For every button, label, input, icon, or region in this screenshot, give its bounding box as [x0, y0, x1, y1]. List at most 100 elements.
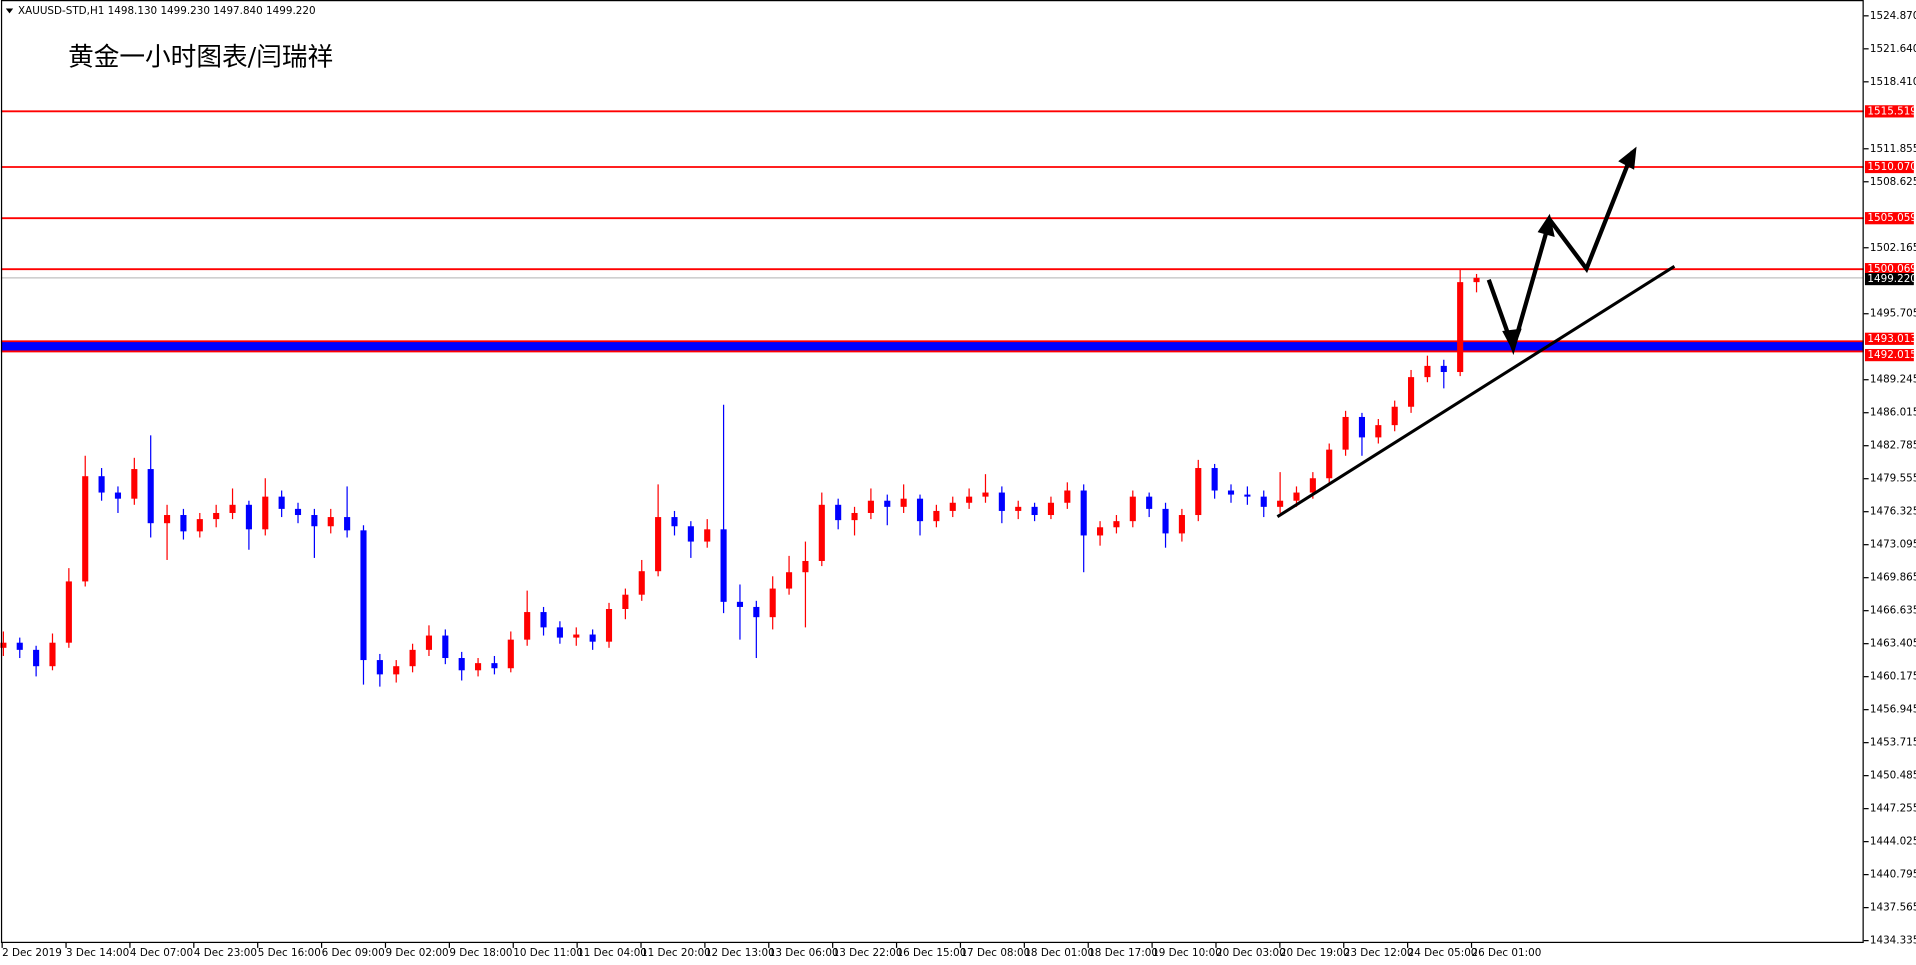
x-tick-label: 5 Dec 16:00 [258, 947, 321, 959]
y-tick-label: 1518.410 [1870, 76, 1916, 88]
candle-body [982, 492, 989, 497]
candle-body [147, 469, 154, 524]
y-tick-label: 1486.015 [1870, 407, 1916, 419]
x-tick-label: 3 Dec 14:00 [66, 947, 129, 959]
candle-body [458, 658, 465, 671]
x-tick-label: 9 Dec 18:00 [449, 947, 512, 959]
candle-body [1064, 490, 1071, 503]
x-tick-label: 11 Dec 20:00 [641, 947, 711, 959]
candle-body [851, 512, 858, 521]
y-tick-label: 1473.095 [1870, 539, 1916, 551]
candle-body [114, 492, 122, 499]
y-tick-label: 1466.635 [1870, 605, 1916, 617]
candle-body [704, 529, 711, 542]
candle-body [229, 504, 236, 513]
candle-body [294, 508, 302, 516]
candle-body [1342, 416, 1349, 450]
candle-body [1260, 496, 1267, 507]
y-tick-label: 1437.565 [1870, 902, 1916, 914]
candle-body [1424, 365, 1431, 378]
candle-body [33, 649, 40, 667]
y-tick-label: 1447.255 [1870, 803, 1916, 815]
candle-body [311, 515, 318, 527]
candle-body [687, 526, 694, 542]
x-tick-label: 12 Dec 13:00 [705, 947, 775, 959]
menu-icon[interactable] [5, 8, 14, 14]
candle-body [16, 642, 23, 650]
candle-body [524, 612, 531, 640]
candle-body [900, 498, 907, 507]
x-tick-label: 20 Dec 03:00 [1216, 947, 1286, 959]
candle-body [1244, 494, 1251, 497]
trend-line [1276, 264, 1676, 518]
y-tick-label: 1463.405 [1870, 638, 1916, 650]
candle-body [1277, 500, 1284, 507]
candle-body [1473, 277, 1480, 283]
x-tick-label: 13 Dec 22:00 [833, 947, 903, 959]
candle-body [1162, 508, 1169, 534]
x-tick-label: 4 Dec 23:00 [194, 947, 257, 959]
chart-header: XAUUSD-STD,H1 1498.130 1499.230 1497.840… [18, 5, 316, 17]
level-label: 1493.013 [1867, 333, 1916, 345]
x-tick-label: 19 Dec 10:00 [1152, 947, 1222, 959]
y-tick-label: 1476.325 [1870, 506, 1916, 518]
candle-body [867, 500, 874, 513]
y-tick-label: 1456.945 [1870, 704, 1916, 716]
x-tick-label: 2 Dec 2019 [2, 947, 62, 959]
y-tick-label: 1511.855 [1870, 143, 1916, 155]
candle-body [1080, 490, 1087, 536]
y-tick-label: 1502.165 [1870, 242, 1916, 254]
candle-body [1457, 282, 1464, 373]
price-label: 1499.220 [1867, 273, 1916, 285]
y-tick-label: 1479.555 [1870, 473, 1916, 485]
level-label: 1515.519 [1867, 105, 1916, 117]
candle-body [1227, 490, 1235, 495]
plot-frame [0, 0, 1864, 944]
candle-body [998, 492, 1005, 511]
level-label-box [1864, 105, 1914, 118]
candle-body [1293, 492, 1300, 501]
candle-body [605, 608, 613, 642]
candle-body [1309, 478, 1316, 493]
price-label-box [1864, 272, 1914, 286]
x-tick-label: 20 Dec 19:00 [1280, 947, 1350, 959]
x-tick-label: 11 Dec 04:00 [577, 947, 647, 959]
level-label: 1510.070 [1867, 161, 1916, 173]
candle-body [540, 612, 547, 628]
candle-body [131, 469, 138, 499]
x-tick-label: 26 Dec 01:00 [1472, 947, 1542, 959]
x-tick-label: 24 Dec 05:00 [1408, 947, 1478, 959]
y-tick-label: 1434.335 [1870, 935, 1916, 947]
candle-body [1146, 496, 1153, 509]
candle-body [475, 663, 482, 671]
candle-body [327, 517, 334, 527]
candle-body [884, 500, 891, 507]
candle-body [949, 502, 956, 511]
candle-body [1358, 416, 1366, 438]
x-tick-label: 9 Dec 02:00 [385, 947, 448, 959]
candle-body [0, 642, 7, 648]
x-tick-label: 4 Dec 07:00 [130, 947, 193, 959]
candle-body [409, 649, 416, 667]
x-tick-label: 18 Dec 01:00 [1024, 947, 1094, 959]
candle-body [835, 504, 842, 521]
candle-body [507, 639, 514, 669]
arrow-heads [1502, 146, 1637, 352]
candle-body [1113, 521, 1120, 528]
candle-body [344, 517, 351, 531]
x-tick-label: 6 Dec 09:00 [322, 947, 385, 959]
chart-title: 黄金一小时图表/闫瑞祥 [68, 43, 333, 73]
candle-body [1015, 506, 1022, 511]
candle-body [916, 498, 924, 522]
candle-body [786, 572, 793, 589]
candle-body [589, 634, 596, 642]
y-tick-label: 1521.640 [1870, 43, 1916, 55]
candle-body [82, 476, 89, 582]
y-tick-label: 1453.715 [1870, 737, 1916, 749]
y-tick-label: 1450.485 [1870, 770, 1916, 782]
candle-body [1195, 468, 1202, 516]
candle-body [622, 594, 629, 609]
x-tick-label: 17 Dec 08:00 [960, 947, 1030, 959]
